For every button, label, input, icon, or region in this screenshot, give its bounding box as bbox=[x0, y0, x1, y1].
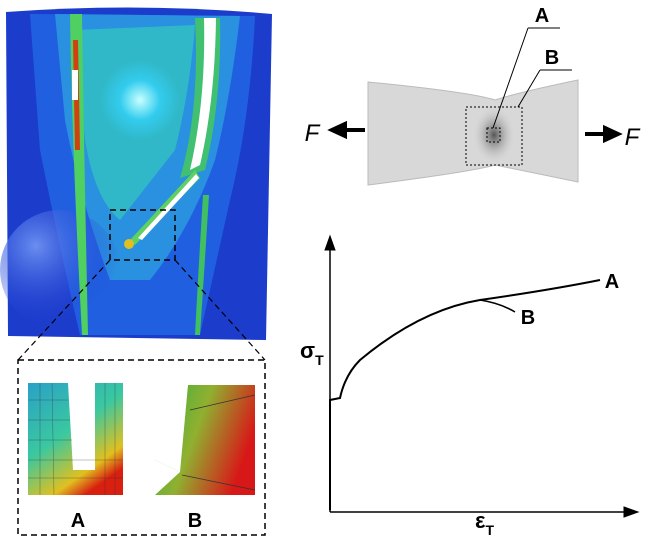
x-axis-subscript: T bbox=[485, 522, 494, 538]
y-axis-subscript: T bbox=[315, 352, 324, 368]
specimen-label: B bbox=[545, 47, 559, 69]
force-label: F bbox=[625, 124, 641, 151]
curve-label: B bbox=[521, 307, 535, 329]
zoom-label: B bbox=[188, 510, 202, 532]
force-label: F bbox=[305, 120, 321, 147]
zoom-b bbox=[155, 385, 255, 495]
zoom-a bbox=[28, 383, 123, 495]
curve-plot bbox=[325, 236, 638, 517]
y-axis-symbol: σ bbox=[300, 338, 315, 363]
figure: A B A B F F A B σT εT bbox=[0, 0, 649, 539]
y-axis-label: σT bbox=[300, 338, 324, 368]
specimen bbox=[332, 28, 618, 185]
zoom-label: A bbox=[71, 510, 85, 532]
specimen-label: A bbox=[535, 5, 549, 27]
contour-plot bbox=[0, 7, 272, 340]
x-axis-symbol: ε bbox=[475, 508, 486, 533]
curve-label: A bbox=[605, 271, 619, 293]
